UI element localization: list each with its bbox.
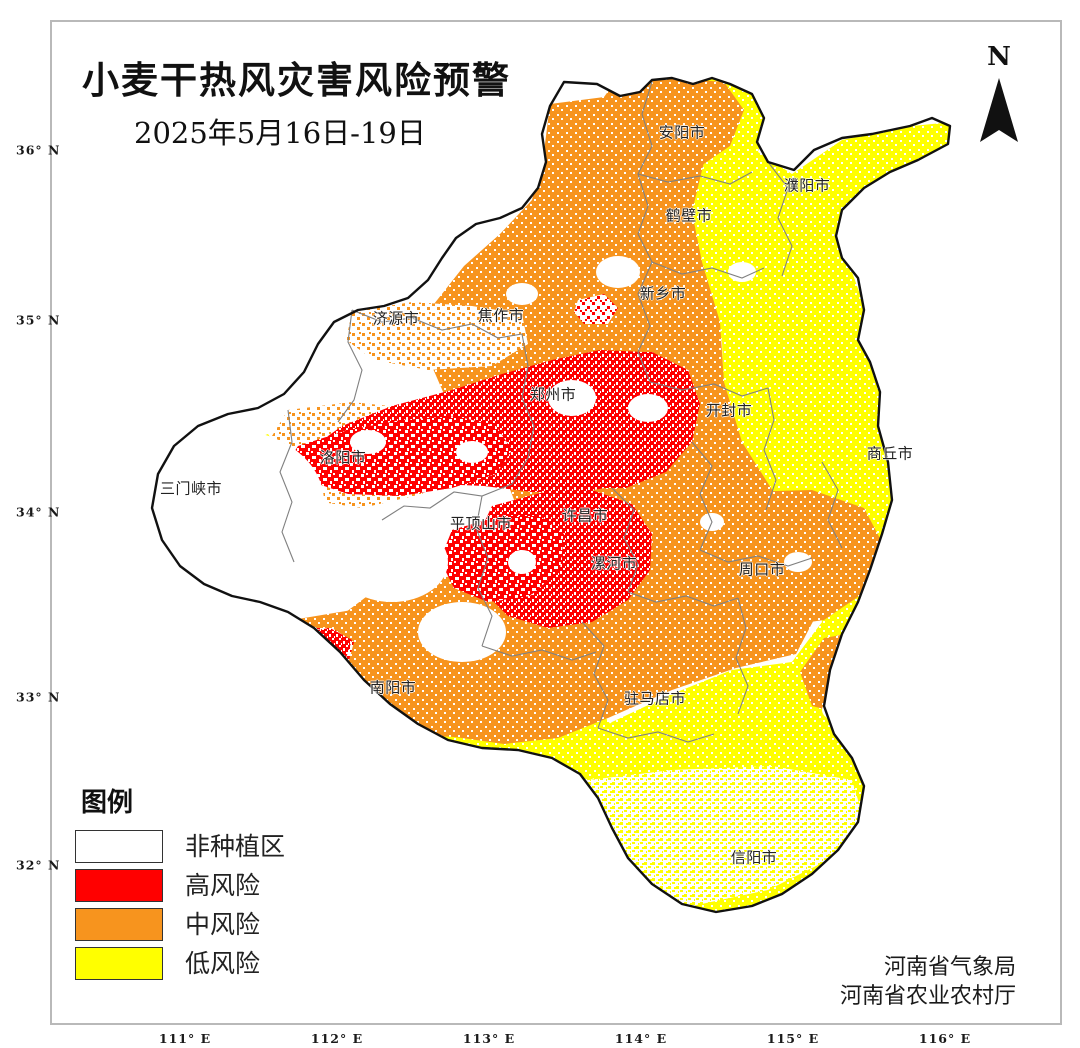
- legend: 图例 非种植区高风险中风险低风险: [75, 790, 285, 986]
- prefecture-boundaries: [279, 81, 843, 743]
- north-arrow: N: [976, 44, 1022, 144]
- city-label: 许昌市: [561, 506, 609, 525]
- credits: 河南省气象局 河南省农业农村厅: [840, 953, 1016, 1012]
- henan-risk-map: [150, 76, 952, 914]
- city-label: 济源市: [372, 309, 420, 328]
- city-label: 郑州市: [529, 385, 577, 404]
- city-label: 商丘市: [866, 444, 914, 463]
- legend-row: 低风险: [75, 947, 285, 980]
- lat-tick-32: 32° N: [16, 857, 61, 873]
- city-label: 濮阳市: [783, 176, 831, 195]
- lat-tick-35: 35° N: [16, 312, 61, 328]
- legend-label: 非种植区: [185, 832, 286, 861]
- north-arrow-label: N: [987, 42, 1011, 72]
- city-label: 安阳市: [658, 123, 706, 142]
- city-label: 南阳市: [369, 678, 417, 697]
- city-label: 漯河市: [590, 554, 638, 573]
- legend-row: 高风险: [75, 869, 285, 902]
- lon-tick-113: 113° E: [462, 1031, 516, 1046]
- credit-line-2: 河南省农业农村厅: [839, 984, 1016, 1010]
- lat-tick-34: 34° N: [16, 504, 61, 520]
- legend-swatch: [75, 830, 163, 863]
- city-label: 平顶山市: [449, 514, 513, 533]
- legend-row: 非种植区: [75, 830, 285, 863]
- city-label: 新乡市: [639, 284, 687, 303]
- legend-swatch: [75, 947, 163, 980]
- city-label: 信阳市: [730, 848, 778, 867]
- legend-label: 高风险: [185, 871, 261, 900]
- city-label: 焦作市: [477, 306, 525, 325]
- city-label: 洛阳市: [319, 448, 367, 467]
- legend-row: 中风险: [75, 908, 285, 941]
- lon-tick-116: 116° E: [918, 1031, 972, 1046]
- title-block: 小麦干热风灾害风险预警 2025年5月16日-19日: [82, 62, 511, 148]
- legend-swatch: [75, 908, 163, 941]
- city-label: 三门峡市: [159, 479, 223, 498]
- lon-tick-115: 115° E: [766, 1031, 820, 1046]
- map-frame: 安阳市濮阳市鹤壁市新乡市济源市 焦作市郑州市开封市商丘市 洛阳市三门峡市平顶山市 许昌…: [50, 20, 1062, 1025]
- north-arrow-icon: [976, 76, 1022, 149]
- map-subtitle: 2025年5月16日-19日: [134, 116, 426, 150]
- city-label: 开封市: [705, 401, 753, 420]
- legend-label: 中风险: [185, 910, 261, 939]
- lon-tick-112: 112° E: [310, 1031, 364, 1046]
- lon-tick-114: 114° E: [614, 1031, 668, 1046]
- high-risk-zone: [242, 294, 700, 674]
- city-label: 驻马店市: [623, 689, 687, 708]
- city-label: 鹤壁市: [665, 206, 713, 225]
- lat-tick-36: 36° N: [16, 142, 61, 158]
- province-outline: [150, 76, 952, 914]
- legend-title: 图例: [81, 788, 134, 818]
- city-label: 周口市: [738, 560, 786, 579]
- page-title: 小麦干热风灾害风险预警: [82, 59, 511, 102]
- lon-tick-111: 111° E: [158, 1031, 212, 1046]
- lat-tick-33: 33° N: [16, 689, 61, 705]
- credit-line-1: 河南省气象局: [883, 954, 1016, 980]
- legend-label: 低风险: [185, 949, 261, 978]
- legend-swatch: [75, 869, 163, 902]
